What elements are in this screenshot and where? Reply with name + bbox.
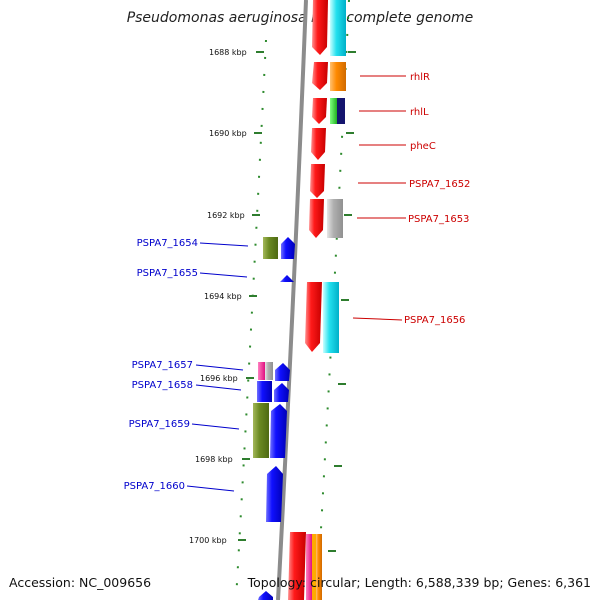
- cog-box: [330, 62, 346, 91]
- gene-label-pspa7-1655[interactable]: PSPA7_1655: [137, 268, 198, 279]
- cog-box: [330, 0, 346, 56]
- gene-label-pspa7-1659[interactable]: PSPA7_1659: [129, 419, 190, 430]
- gene-arrow[interactable]: [312, 0, 328, 55]
- tick-label: 1688 kbp: [209, 48, 247, 57]
- accession-text: Accession: NC_009656: [9, 575, 152, 590]
- cog-box: [312, 534, 316, 600]
- tick-label: 1690 kbp: [209, 129, 247, 138]
- gene-arrow[interactable]: [309, 199, 324, 238]
- genome-backbone: [276, 0, 308, 600]
- gene-arrow[interactable]: [305, 282, 322, 352]
- gene-arrow[interactable]: [280, 275, 294, 282]
- gene-arrow[interactable]: [275, 363, 290, 381]
- gene-label-pspa7-1653[interactable]: PSPA7_1653: [408, 214, 469, 225]
- cog-box: [257, 381, 272, 402]
- gene-label-rhlL[interactable]: rhlL: [410, 107, 429, 118]
- cog-box: [263, 237, 278, 259]
- cog-box: [258, 362, 265, 380]
- tick-marks: [238, 51, 356, 552]
- gene-arrow[interactable]: [274, 383, 289, 402]
- cog-box: [253, 403, 269, 458]
- gene-arrow[interactable]: [266, 466, 283, 522]
- tick-label: 1694 kbp: [204, 292, 242, 301]
- genome-summary-text: Topology: circular; Length: 6,588,339 bp…: [247, 575, 591, 590]
- tick-label: 1698 kbp: [195, 455, 233, 464]
- tick-label: 1692 kbp: [207, 211, 245, 220]
- plus-strand-genes: [288, 0, 346, 600]
- cog-box: [306, 534, 312, 600]
- cog-box: [265, 362, 273, 380]
- cog-box: [323, 282, 339, 353]
- gene-label-pspa7-1660[interactable]: PSPA7_1660: [124, 481, 185, 492]
- cog-box: [330, 98, 337, 124]
- gene-arrow[interactable]: [281, 237, 295, 259]
- gene-label-pspa7-1657[interactable]: PSPA7_1657: [132, 360, 193, 371]
- gene-arrow[interactable]: [312, 98, 327, 124]
- gene-label-pspa7-1652[interactable]: PSPA7_1652: [409, 179, 470, 190]
- gene-label-pspa7-1656[interactable]: PSPA7_1656: [404, 315, 465, 326]
- gene-label-rhlR[interactable]: rhlR: [410, 72, 430, 83]
- map-title: Pseudomonas aeruginosa PA7, complete gen…: [126, 10, 474, 26]
- gene-label-pspa7-1658[interactable]: PSPA7_1658: [132, 380, 193, 391]
- gene-arrow[interactable]: [312, 62, 328, 90]
- cog-box: [337, 98, 345, 124]
- gene-label-pspa7-1654[interactable]: PSPA7_1654: [137, 238, 198, 249]
- gene-arrow[interactable]: [288, 532, 306, 600]
- gene-label-pheC[interactable]: pheC: [410, 141, 436, 152]
- label-leader-lines: [186, 75, 406, 492]
- tick-label: 1696 kbp: [200, 374, 238, 383]
- gene-arrow[interactable]: [311, 128, 326, 160]
- gene-arrow[interactable]: [270, 404, 287, 458]
- gene-arrow[interactable]: [310, 164, 325, 198]
- minus-strand-genes: [253, 237, 295, 600]
- cog-box: [316, 534, 322, 600]
- gene-arrow[interactable]: [258, 591, 273, 600]
- inner-track-dots: [235, 39, 267, 600]
- tick-label: 1700 kbp: [189, 536, 227, 545]
- cog-box: [327, 199, 343, 238]
